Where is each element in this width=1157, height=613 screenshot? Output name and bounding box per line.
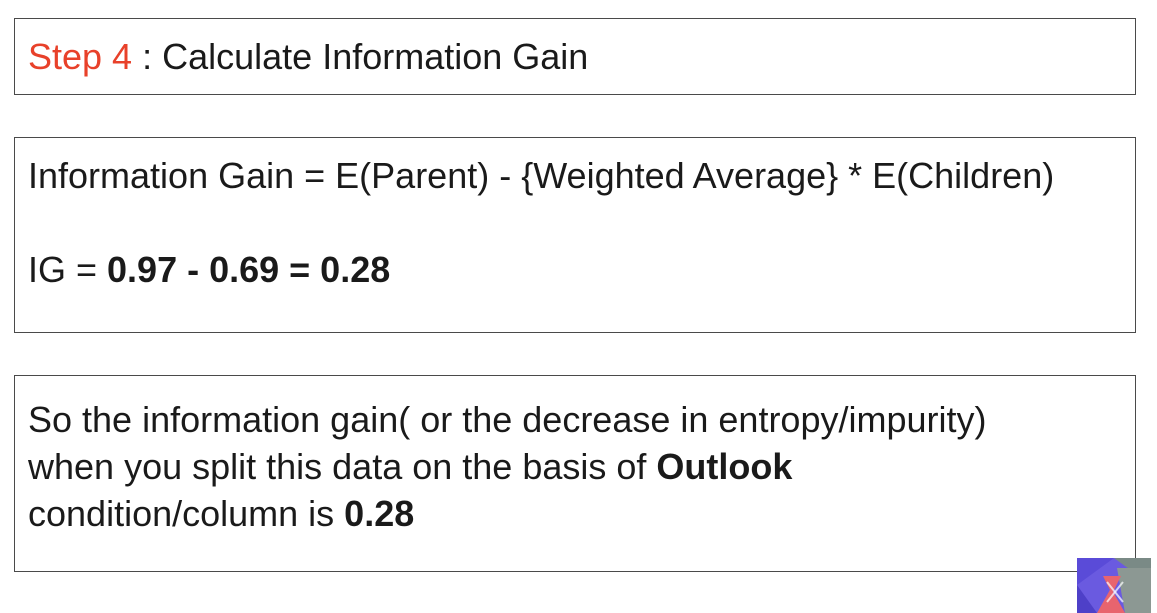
conclusion-line-2-text: when you split this data on the basis of [28, 446, 656, 487]
ig-prefix: IG = [28, 249, 107, 290]
step-title: Calculate Information Gain [162, 36, 588, 77]
step-title-box: Step 4 : Calculate Information Gain [14, 18, 1136, 95]
conclusion-line-3-text: condition/column is [28, 493, 344, 534]
formula-box: Information Gain = E(Parent) - {Weighted… [14, 137, 1136, 333]
ig-calculation: IG = 0.97 - 0.69 = 0.28 [28, 252, 390, 288]
conclusion-paragraph: So the information gain( or the decrease… [28, 396, 1118, 537]
step-heading: Step 4 : Calculate Information Gain [28, 39, 588, 75]
step-label: Step 4 [28, 36, 132, 77]
ig-expression: 0.97 - 0.69 = 0.28 [107, 249, 390, 290]
outlook-term: Outlook [656, 446, 792, 487]
step-separator: : [132, 36, 162, 77]
conclusion-box: So the information gain( or the decrease… [14, 375, 1136, 572]
conclusion-line-2: when you split this data on the basis of… [28, 443, 1118, 490]
conclusion-line-3: condition/column is 0.28 [28, 490, 1118, 537]
corner-logo-icon [1077, 558, 1151, 613]
conclusion-line-1: So the information gain( or the decrease… [28, 396, 1118, 443]
ig-result-value: 0.28 [344, 493, 414, 534]
formula-text: Information Gain = E(Parent) - {Weighted… [28, 158, 1054, 194]
